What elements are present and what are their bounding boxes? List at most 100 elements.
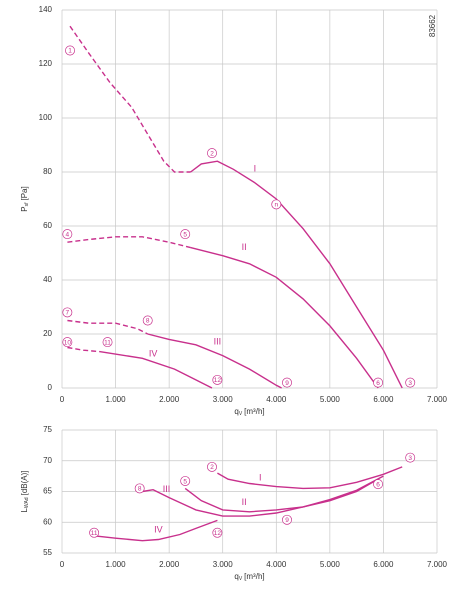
annotation-label: n <box>274 202 278 209</box>
y-tick-label: 75 <box>43 425 52 434</box>
annotation-label: 12 <box>214 530 222 537</box>
annotation-circle <box>405 377 416 388</box>
annotation-circle <box>212 374 223 385</box>
curve <box>142 475 384 517</box>
x-tick-label: 6.000 <box>373 395 394 404</box>
annotation-circle <box>62 337 73 348</box>
y-tick-label: 120 <box>39 59 53 68</box>
x-tick-label: 4.000 <box>266 560 287 569</box>
curve-name: IV <box>149 349 158 359</box>
curve-name: III <box>214 336 222 346</box>
annotation-label: 4 <box>66 231 70 238</box>
x-tick-label: 0 <box>60 395 65 404</box>
curve <box>67 346 100 353</box>
annotation-circle <box>207 148 217 159</box>
y-label-unit: [Pa] <box>20 186 29 200</box>
curve <box>147 333 282 389</box>
annotation-circle <box>212 527 223 538</box>
y-tick-label: 40 <box>43 275 52 284</box>
curve <box>217 466 403 490</box>
y-tick-label: 60 <box>43 221 52 230</box>
annotation-circle <box>65 45 75 56</box>
y-label-unit: [dB(A)] <box>20 470 29 495</box>
y-tick-label: 20 <box>43 329 52 338</box>
curve <box>190 246 379 389</box>
y-axis-label: Psf [Pa] <box>20 186 30 211</box>
x-label-sub: V <box>239 411 243 417</box>
x-tick-label: 2.000 <box>159 560 180 569</box>
curve-name: II <box>242 242 247 252</box>
annotation-label: 3 <box>408 455 412 462</box>
reference-number: 83662 <box>428 14 437 37</box>
y-tick-label: 100 <box>39 113 53 122</box>
annotation-circle <box>180 476 191 486</box>
curve <box>67 319 149 335</box>
annotation-circle <box>271 199 282 210</box>
annotation-circle <box>282 377 292 388</box>
curve-name: I <box>259 472 262 482</box>
annotation-label: 2 <box>210 464 214 471</box>
x-label-sub: V <box>239 576 243 582</box>
annotation-circle <box>373 479 384 490</box>
x-tick-label: 5.000 <box>320 560 341 569</box>
curve <box>69 25 191 173</box>
annotation-circle <box>102 337 113 348</box>
x-tick-label: 1.000 <box>106 395 127 404</box>
y-label-main: P <box>20 206 29 211</box>
y-tick-label: 80 <box>43 167 52 176</box>
y-tick-label: 65 <box>43 487 52 496</box>
x-tick-label: 7.000 <box>427 560 448 569</box>
annotation-label: 8 <box>146 318 150 325</box>
annotation-label: 2 <box>210 150 214 157</box>
curve <box>94 519 218 542</box>
annotation-label: 8 <box>138 486 142 493</box>
curve-name: II <box>242 497 247 507</box>
curve-name: IV <box>154 525 163 535</box>
annotation-label: 6 <box>376 380 380 387</box>
curve <box>67 236 191 249</box>
annotation-label: 5 <box>183 231 187 238</box>
annotation-label: 7 <box>66 310 70 317</box>
x-tick-label: 3.000 <box>213 395 234 404</box>
x-label-main: q <box>234 572 238 581</box>
annotation-circle <box>62 307 73 318</box>
x-tick-label: 3.000 <box>213 560 234 569</box>
annotation-label: 11 <box>104 339 111 346</box>
annotation-circle <box>405 452 416 463</box>
annotation-label: 9 <box>285 380 289 387</box>
x-axis-label: qV [m³/h] <box>234 572 264 582</box>
annotation-circle <box>89 527 100 538</box>
x-tick-label: 4.000 <box>266 395 287 404</box>
annotation-label: 10 <box>64 339 72 346</box>
y-tick-label: 140 <box>39 5 53 14</box>
x-tick-label: 1.000 <box>106 560 127 569</box>
y-tick-label: 70 <box>43 456 52 465</box>
x-label-main: q <box>234 407 238 416</box>
curve-name: III <box>163 484 171 494</box>
x-tick-label: 0 <box>60 560 65 569</box>
annotation-circle <box>134 483 145 494</box>
annotation-label: 6 <box>376 481 380 488</box>
y-tick-label: 55 <box>43 548 52 557</box>
curve <box>99 350 213 389</box>
annotation-circle <box>207 461 217 472</box>
curve-name: I <box>254 164 257 174</box>
y-label-sub: WAd <box>24 497 30 508</box>
x-tick-label: 2.000 <box>159 395 180 404</box>
annotation-circle <box>373 377 384 388</box>
x-label-unit: [m³/h] <box>244 407 264 416</box>
y-tick-label: 60 <box>43 517 52 526</box>
annotation-label: 3 <box>408 380 412 387</box>
annotation-label: 1 <box>68 48 72 55</box>
annotation-label: 11 <box>91 530 98 537</box>
annotation-circle <box>180 229 191 240</box>
annotation-circle <box>282 514 292 525</box>
y-axis-label: LWAd [dB(A)] <box>20 470 30 512</box>
annotation-circle <box>142 315 153 326</box>
y-label-sub: sf <box>24 202 30 207</box>
x-tick-label: 5.000 <box>320 395 341 404</box>
annotation-label: 5 <box>183 478 187 485</box>
curve <box>184 478 379 513</box>
y-label-main: L <box>20 508 29 513</box>
